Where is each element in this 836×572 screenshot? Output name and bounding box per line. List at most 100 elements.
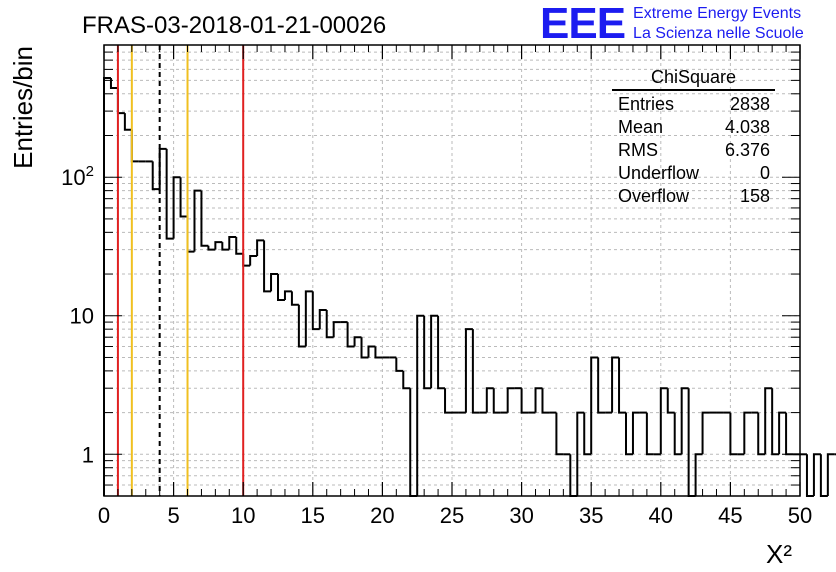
reference-lines bbox=[116, 45, 245, 496]
histogram-bin bbox=[485, 387, 494, 413]
plot-area bbox=[104, 45, 800, 496]
stat-value: 158 bbox=[739, 186, 770, 206]
stat-label: Overflow bbox=[618, 186, 690, 206]
histogram-bin bbox=[374, 346, 383, 359]
histogram-bin bbox=[673, 412, 682, 456]
stat-label: Underflow bbox=[618, 163, 700, 183]
histogram-bin bbox=[666, 388, 675, 414]
histogram-bin bbox=[109, 78, 118, 90]
stat-row-overflow: Overflow 158 bbox=[610, 185, 780, 208]
histogram-bin bbox=[416, 314, 425, 496]
histogram-bin bbox=[353, 336, 362, 347]
histogram-bin bbox=[492, 388, 501, 414]
logo-line-1: Extreme Energy Events bbox=[633, 5, 802, 22]
histogram-bin bbox=[277, 274, 285, 301]
x-tick-label: 10 bbox=[231, 503, 255, 528]
histogram-bin bbox=[611, 356, 620, 413]
histogram-bin bbox=[826, 453, 835, 496]
histogram-bin bbox=[618, 357, 626, 414]
histogram-bin bbox=[541, 388, 550, 414]
stat-label: RMS bbox=[618, 140, 658, 160]
histogram-bin bbox=[256, 239, 265, 256]
y-axis-label: Entries/bin bbox=[8, 46, 38, 169]
histogram-bin bbox=[249, 254, 258, 266]
y-tick-label: 10 bbox=[70, 304, 94, 329]
histogram-bin bbox=[471, 329, 480, 414]
stats-box: ChiSquare Entries 2838 Mean 4.038 RMS 6.376… bbox=[610, 66, 780, 208]
x-tick-label: 15 bbox=[301, 503, 325, 528]
x-tick-label: 0 bbox=[98, 503, 110, 528]
histogram-bin bbox=[304, 290, 313, 347]
y-tick-label: 1 bbox=[82, 442, 94, 467]
histogram-bin bbox=[534, 387, 543, 413]
stat-row-mean: Mean 4.038 bbox=[610, 116, 780, 139]
histogram-bin bbox=[165, 148, 174, 240]
x-tick-label: 20 bbox=[370, 503, 394, 528]
histogram-bin bbox=[805, 454, 814, 497]
histogram-bin bbox=[423, 315, 432, 390]
histogram-bin bbox=[318, 309, 327, 330]
stat-label: Entries bbox=[618, 94, 675, 114]
stat-value: 4.038 bbox=[724, 117, 770, 137]
histogram-bin bbox=[778, 411, 787, 455]
histogram-bin bbox=[270, 273, 278, 292]
histogram-bin bbox=[576, 411, 585, 496]
histogram-bin bbox=[311, 291, 320, 331]
histogram-bin bbox=[520, 388, 529, 414]
histogram-bin bbox=[263, 240, 272, 293]
histogram-bin bbox=[179, 177, 188, 218]
histogram-bin bbox=[123, 113, 132, 131]
histogram-bin bbox=[583, 412, 592, 456]
x-tick-label: 40 bbox=[649, 503, 673, 528]
histogram-bin bbox=[437, 315, 446, 390]
histogram-bin bbox=[283, 290, 292, 300]
y-tick-label: 102 bbox=[61, 163, 94, 190]
histogram-bin bbox=[200, 190, 209, 247]
histogram-bin bbox=[506, 387, 515, 413]
histogram-bin bbox=[680, 387, 689, 455]
x-tick-label: 45 bbox=[718, 503, 742, 528]
histogram-bin bbox=[631, 411, 640, 455]
histogram-bin bbox=[694, 453, 703, 496]
histogram-bin bbox=[290, 291, 299, 306]
histogram-bin bbox=[819, 454, 828, 497]
chart-title: FRAS-03-2018-01-21-00026 bbox=[82, 12, 386, 39]
grid bbox=[103, 44, 801, 497]
histogram-bin bbox=[555, 412, 564, 456]
histogram-bin bbox=[757, 412, 766, 456]
stat-label: Mean bbox=[618, 117, 664, 137]
histogram-bin bbox=[701, 411, 710, 455]
histogram-bin bbox=[346, 322, 355, 348]
histogram-bin bbox=[214, 241, 223, 250]
axis-ticks: 0 5 10 15 20 25 30 35 40 45 50 1 10 102 bbox=[61, 44, 812, 528]
histogram-bin bbox=[430, 314, 439, 389]
histogram-bin bbox=[332, 321, 341, 338]
histogram-bin bbox=[193, 189, 202, 252]
histogram-bin bbox=[228, 236, 237, 250]
histogram-bin bbox=[151, 161, 160, 191]
histogram-bin bbox=[297, 304, 306, 348]
histogram-bin bbox=[360, 337, 369, 359]
x-tick-label: 35 bbox=[579, 503, 603, 528]
x-tick-label: 30 bbox=[509, 503, 533, 528]
histogram-bin bbox=[235, 237, 244, 255]
histogram-bin bbox=[771, 388, 780, 456]
stat-row-entries: Entries 2838 bbox=[610, 93, 780, 116]
histogram-bin bbox=[207, 245, 216, 251]
histogram-bin bbox=[172, 176, 181, 239]
histogram-bin bbox=[645, 412, 654, 456]
x-tick-label: 25 bbox=[440, 503, 464, 528]
histogram-bin bbox=[625, 412, 633, 456]
histogram-bin bbox=[597, 357, 606, 414]
histogram-bin bbox=[402, 370, 411, 390]
x-axis-label: X² bbox=[766, 539, 792, 569]
histogram-bin bbox=[812, 453, 821, 496]
histogram-bin bbox=[659, 387, 668, 455]
histogram-bin bbox=[367, 345, 376, 358]
logo-mark: EEE bbox=[540, 0, 626, 48]
histogram-bin bbox=[590, 356, 599, 455]
stat-row-underflow: Underflow 0 bbox=[610, 162, 780, 185]
stat-value: 0 bbox=[759, 163, 770, 183]
histogram-bin bbox=[444, 388, 452, 414]
